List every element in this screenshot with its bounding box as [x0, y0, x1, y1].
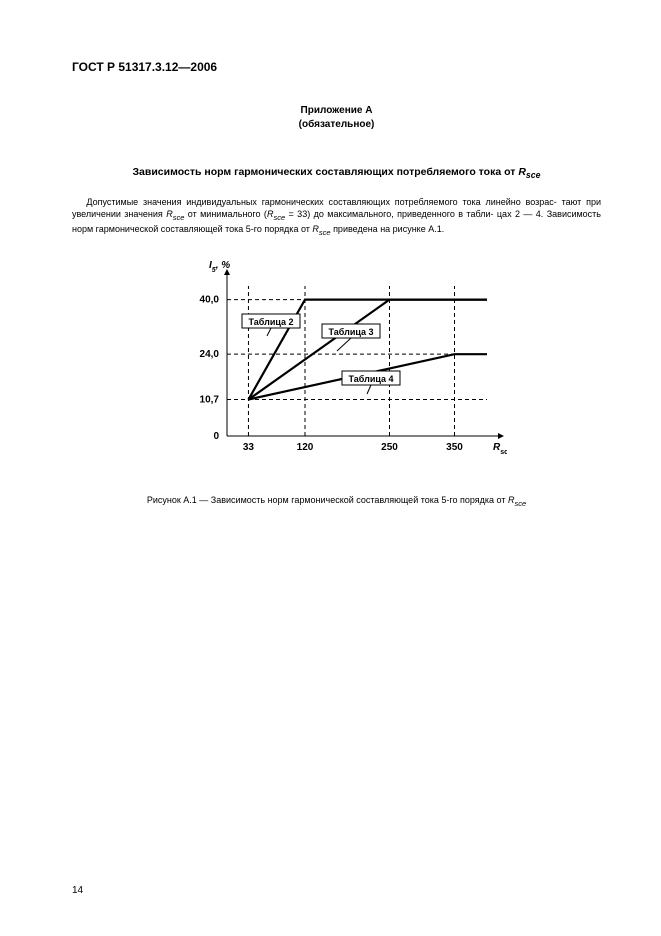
para-line: от минимального (: [184, 209, 267, 219]
appendix-block: Приложение А (обязательное): [72, 104, 601, 132]
para-line: Допустимые значения индивидуальных гармо…: [86, 197, 556, 207]
body-paragraph: Допустимые значения индивидуальных гармо…: [72, 196, 601, 238]
svg-text:I5, %: I5, %: [209, 260, 230, 274]
svg-text:10,7: 10,7: [199, 395, 219, 406]
doc-code: ГОСТ Р 51317.3.12—2006: [72, 60, 601, 74]
figure: I5, % Rsce 0 10,7 24,0 40,0 33 120 250 350 Таблица…: [72, 256, 601, 481]
svg-text:120: 120: [296, 442, 313, 453]
rsce-symbol: Rsce: [312, 224, 330, 234]
svg-text:250: 250: [381, 442, 398, 453]
rsce-symbol: Rsce: [267, 209, 285, 219]
rsce-symbol: Rsce: [518, 166, 540, 178]
svg-text:33: 33: [242, 442, 254, 453]
appendix-label: Приложение А: [72, 104, 601, 118]
harmonic-chart: I5, % Rsce 0 10,7 24,0 40,0 33 120 250 350 Таблица…: [167, 256, 507, 476]
para-line: приведена на рисунке А.1.: [331, 224, 445, 234]
rsce-symbol: Rsce: [166, 209, 184, 219]
svg-text:24,0: 24,0: [199, 349, 219, 360]
svg-text:Rsce: Rsce: [493, 442, 507, 456]
section-title: Зависимость норм гармонических составляю…: [72, 166, 601, 180]
para-line: = 33) до максимального, приведенного в т…: [285, 209, 493, 219]
svg-text:Таблица 3: Таблица 3: [328, 327, 373, 337]
appendix-note: (обязательное): [72, 118, 601, 132]
svg-text:Таблица 2: Таблица 2: [248, 317, 293, 327]
rsce-symbol: Rsce: [508, 495, 526, 505]
document-page: ГОСТ Р 51317.3.12—2006 Приложение А (обя…: [0, 0, 661, 936]
svg-text:Таблица 4: Таблица 4: [348, 374, 393, 384]
caption-text: Рисунок А.1 — Зависимость норм гармониче…: [147, 495, 508, 505]
figure-caption: Рисунок А.1 — Зависимость норм гармониче…: [72, 495, 601, 508]
svg-text:0: 0: [213, 431, 219, 442]
svg-text:350: 350: [446, 442, 463, 453]
svg-text:40,0: 40,0: [199, 295, 219, 306]
section-title-text: Зависимость норм гармонических составляю…: [132, 166, 518, 178]
page-number: 14: [72, 885, 83, 896]
